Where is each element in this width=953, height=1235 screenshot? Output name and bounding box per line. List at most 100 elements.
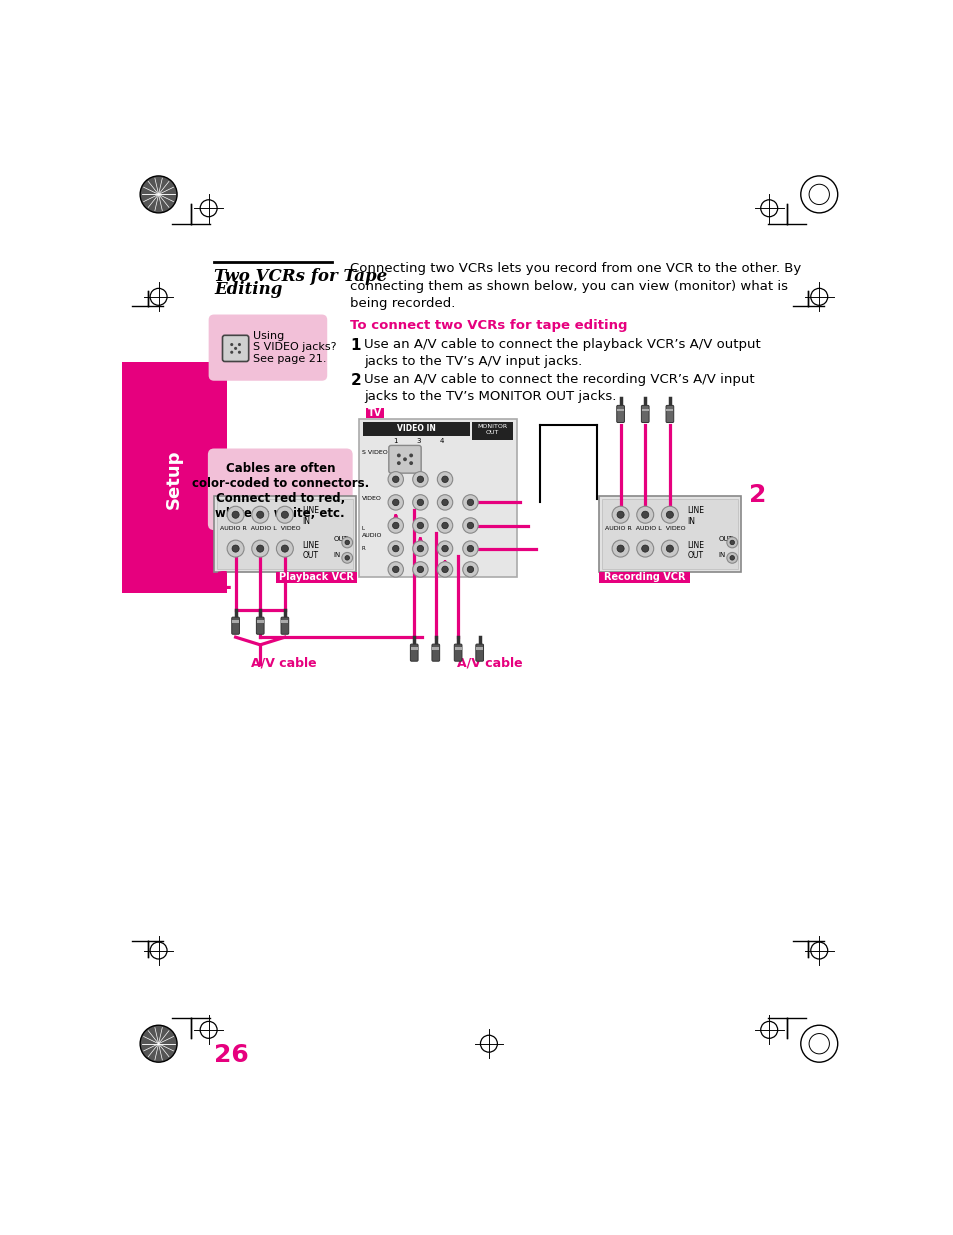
Circle shape <box>617 511 623 519</box>
Text: LINE
OUT: LINE OUT <box>302 541 319 561</box>
Circle shape <box>462 517 477 534</box>
Text: AUDIO R  AUDIO L  VIDEO: AUDIO R AUDIO L VIDEO <box>604 526 685 531</box>
Text: 1: 1 <box>393 437 397 443</box>
Bar <box>256 620 263 624</box>
Bar <box>365 408 384 419</box>
Text: Playback VCR: Playback VCR <box>278 573 354 583</box>
Bar <box>472 422 513 440</box>
Circle shape <box>636 540 653 557</box>
Text: Setup: Setup <box>165 450 183 509</box>
Circle shape <box>392 475 398 483</box>
Circle shape <box>665 545 673 552</box>
Circle shape <box>388 495 403 510</box>
FancyBboxPatch shape <box>209 315 327 380</box>
Text: LINE
OUT: LINE OUT <box>687 541 704 561</box>
Circle shape <box>392 546 398 552</box>
Text: 4: 4 <box>439 437 444 443</box>
Bar <box>411 647 417 650</box>
Circle shape <box>441 566 448 573</box>
Bar <box>276 572 356 583</box>
Text: 2: 2 <box>350 373 360 388</box>
Circle shape <box>436 541 453 556</box>
Circle shape <box>612 540 628 557</box>
Bar <box>666 409 673 411</box>
Circle shape <box>396 461 400 466</box>
Circle shape <box>467 566 474 573</box>
Circle shape <box>341 552 353 563</box>
Circle shape <box>403 457 407 461</box>
Circle shape <box>409 453 413 457</box>
Bar <box>598 496 740 572</box>
Bar <box>362 422 470 436</box>
FancyBboxPatch shape <box>232 618 239 635</box>
Circle shape <box>726 537 737 548</box>
Circle shape <box>413 562 428 577</box>
Circle shape <box>436 517 453 534</box>
Bar <box>641 409 648 411</box>
Text: Recording VCR: Recording VCR <box>603 573 684 583</box>
Text: VIDEO IN: VIDEO IN <box>396 424 436 432</box>
Circle shape <box>392 522 398 529</box>
Text: IN: IN <box>718 552 725 558</box>
Text: Connecting two VCRs lets you record from one VCR to the other. By
connecting the: Connecting two VCRs lets you record from… <box>350 262 801 310</box>
Circle shape <box>436 472 453 487</box>
Circle shape <box>462 495 477 510</box>
Circle shape <box>641 511 648 519</box>
Circle shape <box>233 347 237 350</box>
Circle shape <box>441 499 448 505</box>
Circle shape <box>388 541 403 556</box>
FancyBboxPatch shape <box>665 405 673 422</box>
Text: L: L <box>361 526 364 531</box>
Bar <box>232 620 239 624</box>
Bar <box>476 647 482 650</box>
Circle shape <box>416 546 423 552</box>
Circle shape <box>396 453 400 457</box>
Circle shape <box>416 522 423 529</box>
FancyBboxPatch shape <box>256 618 264 635</box>
Text: A/V cable: A/V cable <box>251 656 315 669</box>
Circle shape <box>413 495 428 510</box>
Circle shape <box>392 499 398 505</box>
Circle shape <box>256 511 264 519</box>
Circle shape <box>416 566 423 573</box>
Circle shape <box>660 540 678 557</box>
Bar <box>617 409 623 411</box>
Text: LINE
IN: LINE IN <box>687 506 704 526</box>
Circle shape <box>252 506 269 524</box>
Circle shape <box>341 537 353 548</box>
Text: AUDIO: AUDIO <box>361 534 382 538</box>
Text: VIDEO: VIDEO <box>361 496 381 501</box>
Circle shape <box>441 546 448 552</box>
Circle shape <box>230 343 233 346</box>
Bar <box>601 499 738 568</box>
Circle shape <box>436 495 453 510</box>
Circle shape <box>232 545 239 552</box>
Text: OUT: OUT <box>333 536 348 542</box>
FancyBboxPatch shape <box>281 618 289 635</box>
FancyBboxPatch shape <box>208 448 353 530</box>
Circle shape <box>230 351 233 353</box>
Text: Using
S VIDEO jacks?
See page 21.: Using S VIDEO jacks? See page 21. <box>253 331 335 364</box>
Text: A/V cable: A/V cable <box>456 656 522 669</box>
FancyBboxPatch shape <box>432 645 439 661</box>
Text: 3: 3 <box>416 437 420 443</box>
FancyBboxPatch shape <box>640 405 648 422</box>
Text: 26: 26 <box>213 1042 249 1067</box>
Circle shape <box>726 552 737 563</box>
Text: 2: 2 <box>748 483 766 508</box>
FancyBboxPatch shape <box>389 446 420 473</box>
Text: AUDIO R  AUDIO L  VIDEO: AUDIO R AUDIO L VIDEO <box>220 526 300 531</box>
Bar <box>358 419 517 577</box>
Circle shape <box>462 562 477 577</box>
Bar <box>121 362 227 593</box>
Circle shape <box>140 1025 177 1062</box>
Text: TV: TV <box>368 409 382 419</box>
FancyBboxPatch shape <box>476 645 483 661</box>
FancyBboxPatch shape <box>222 336 249 362</box>
Circle shape <box>413 472 428 487</box>
Circle shape <box>409 461 413 466</box>
Circle shape <box>345 556 349 561</box>
Circle shape <box>462 541 477 556</box>
Text: Use an A/V cable to connect the recording VCR’s A/V input
jacks to the TV’s MONI: Use an A/V cable to connect the recordin… <box>364 373 754 403</box>
Text: 1: 1 <box>213 571 232 594</box>
